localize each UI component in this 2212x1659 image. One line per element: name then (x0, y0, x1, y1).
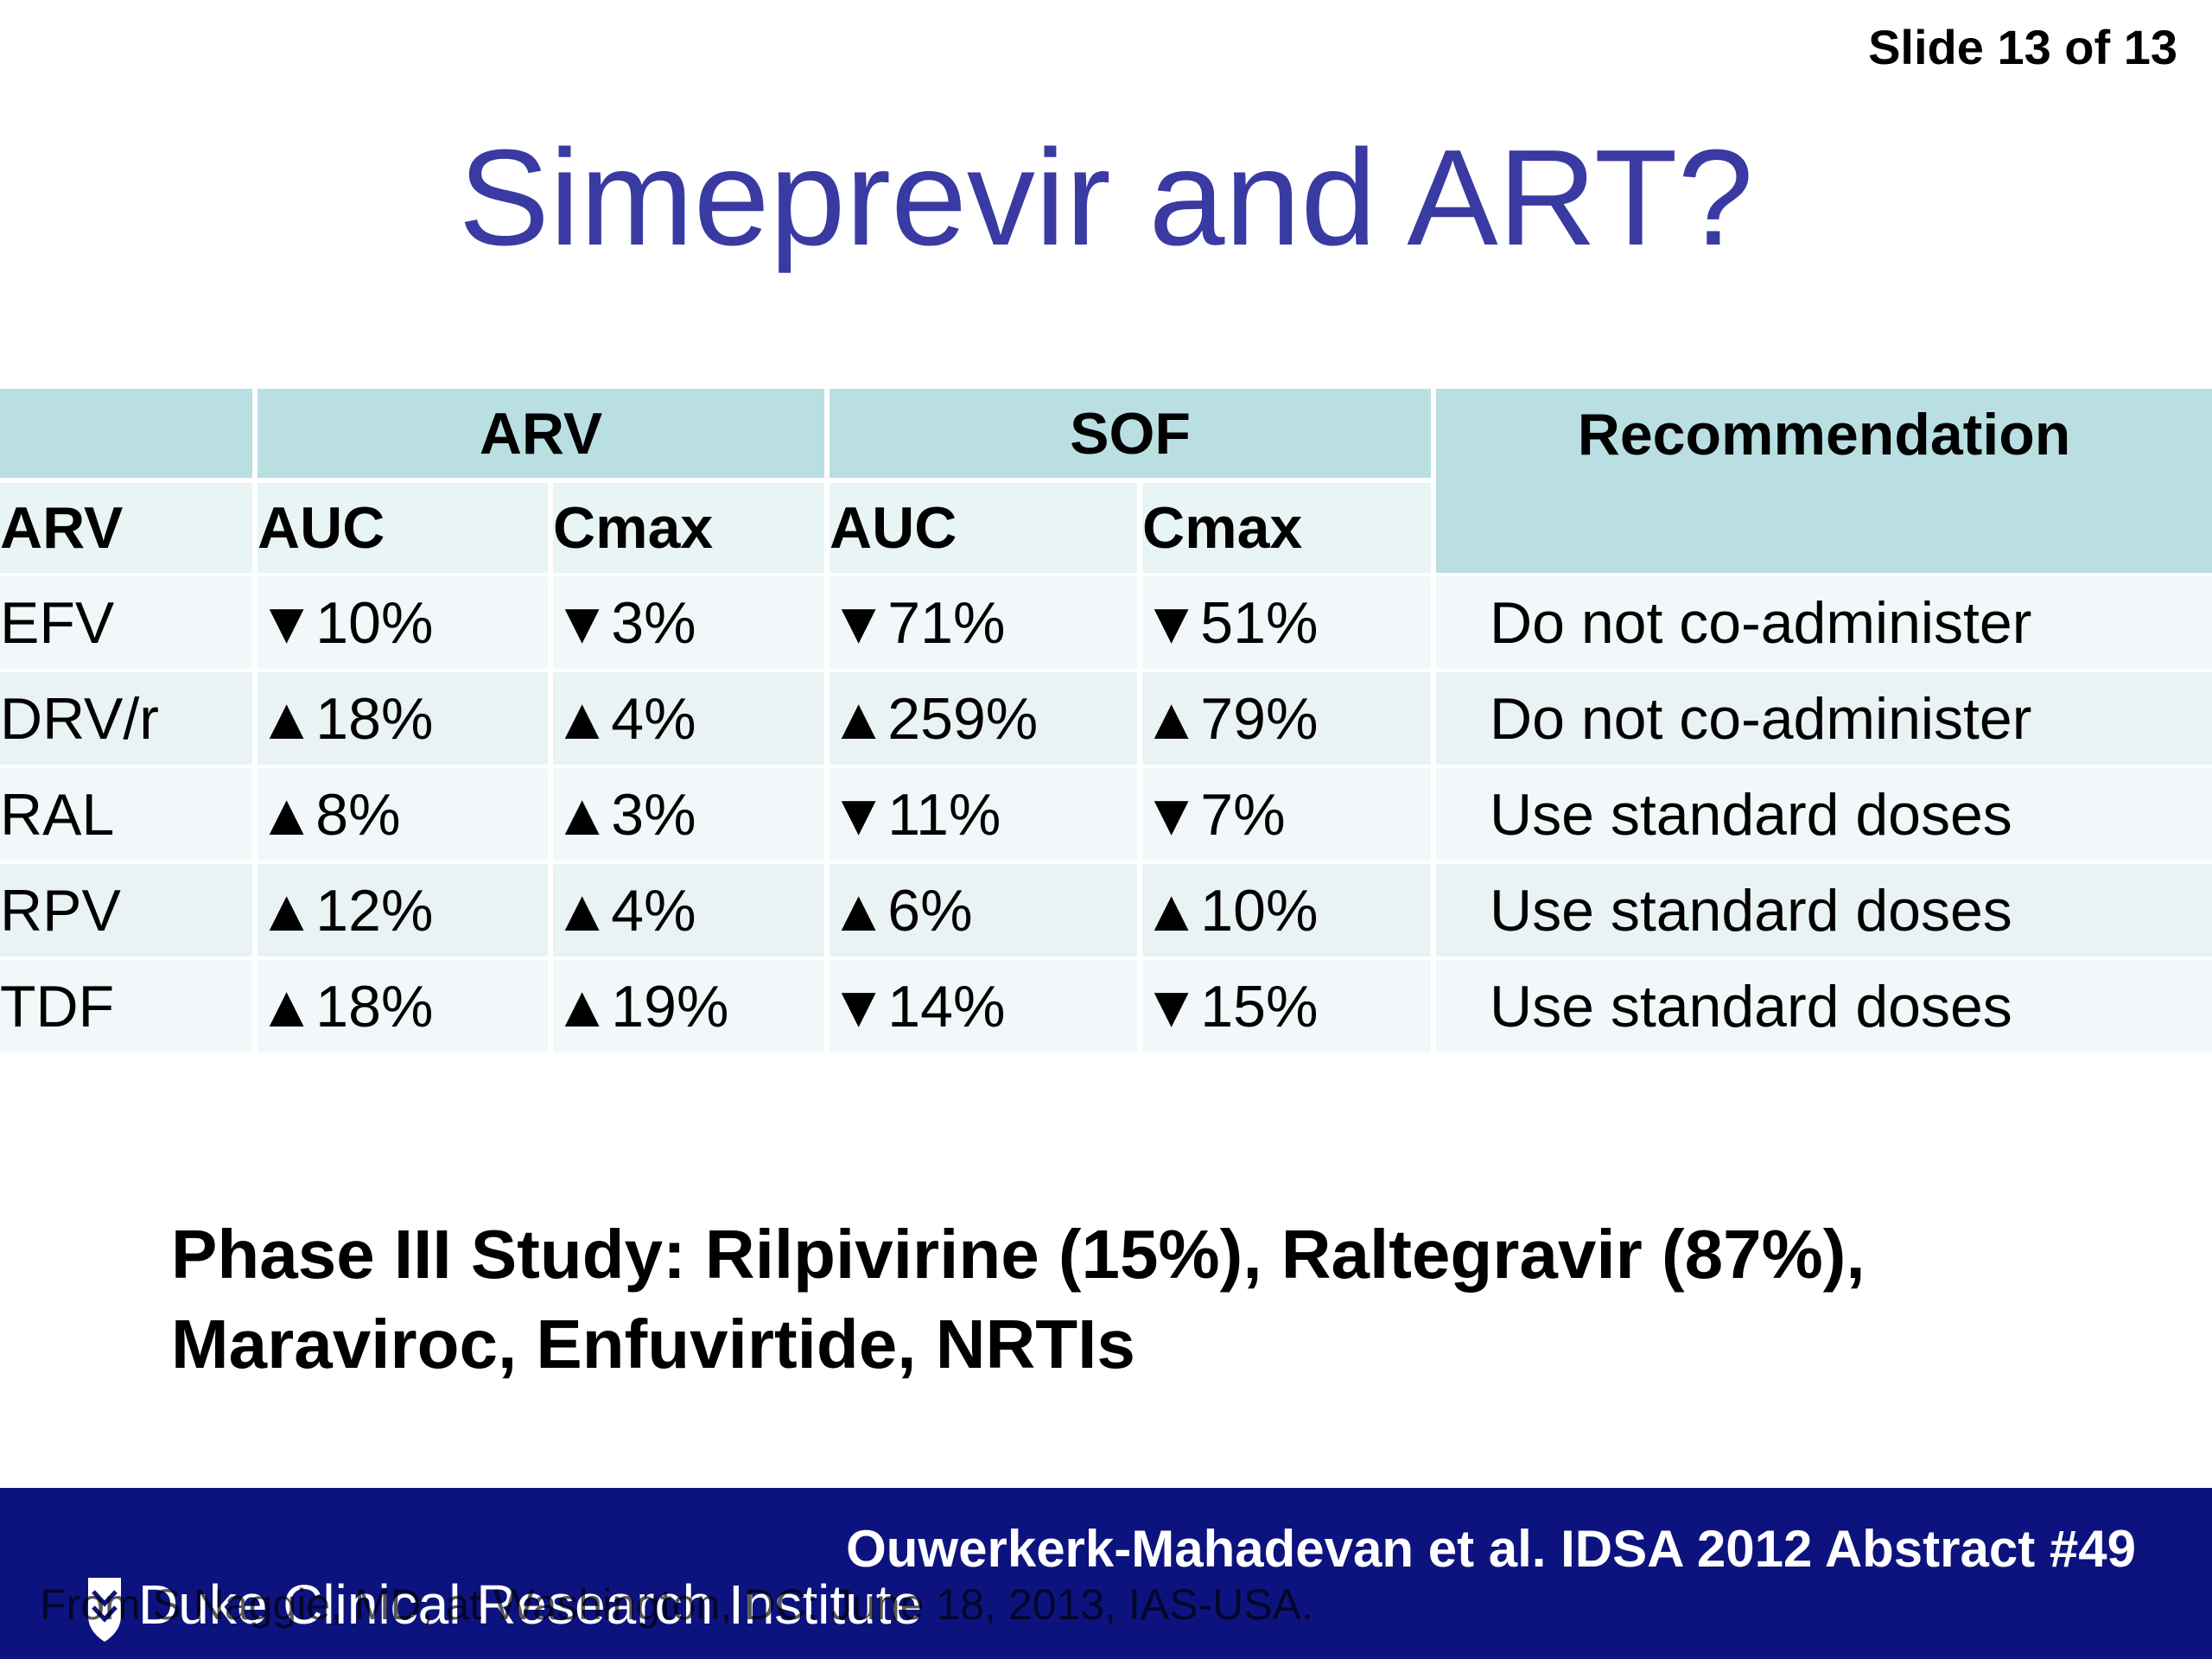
cell-arv-cmax: ▲4% (553, 861, 830, 957)
cell-recommendation: Do not co-administer (1436, 669, 2212, 765)
subheader-arv-auc: AUC (257, 478, 553, 573)
cell-sof-cmax: ▼51% (1142, 573, 1437, 669)
subheader-sof-auc: AUC (830, 478, 1142, 573)
cell-arv-cmax: ▲3% (553, 765, 830, 861)
cell-arv-auc: ▼10% (257, 573, 553, 669)
table-row: RPV ▲12% ▲4% ▲6% ▲10% Use standard doses (0, 861, 2212, 957)
duke-shield-icon (88, 1578, 121, 1642)
header-recommendation: Recommendation (1436, 389, 2212, 573)
footer-bar (0, 1488, 2212, 1659)
table-group-header-row: ARV SOF Recommendation (0, 389, 2212, 573)
cell-recommendation: Use standard doses (1436, 765, 2212, 861)
cell-arv: EFV (0, 573, 257, 669)
slide-title: Simeprevir and ART? (458, 122, 1754, 274)
cell-arv-auc: ▲18% (257, 957, 553, 1052)
cell-arv-cmax: ▲19% (553, 957, 830, 1052)
cell-sof-cmax: ▼15% (1142, 957, 1437, 1052)
header-sof-group: SOF (830, 389, 1437, 478)
citation: Ouwerkerk-Mahadevan et al. IDSA 2012 Abs… (846, 1520, 2136, 1578)
cell-sof-auc: ▼11% (830, 765, 1142, 861)
cell-sof-cmax: ▲10% (1142, 861, 1437, 957)
cell-recommendation: Do not co-administer (1436, 573, 2212, 669)
institute-logo-text: Duke Clinical Research Institute (138, 1573, 923, 1636)
cell-sof-cmax: ▼7% (1142, 765, 1437, 861)
subheader-arv: ARV (0, 478, 257, 573)
slide-number: Slide 13 of 13 (1868, 20, 2177, 74)
cell-sof-auc: ▼14% (830, 957, 1142, 1052)
subheader-arv-cmax: Cmax (553, 478, 830, 573)
cell-arv-auc: ▲8% (257, 765, 553, 861)
cell-sof-auc: ▼71% (830, 573, 1142, 669)
table-row: DRV/r ▲18% ▲4% ▲259% ▲79% Do not co-administe… (0, 669, 2212, 765)
header-arv-group: ARV (257, 389, 830, 478)
cell-arv: DRV/r (0, 669, 257, 765)
cell-arv-auc: ▲12% (257, 861, 553, 957)
table-row: EFV ▼10% ▼3% ▼71% ▼51% Do not co-administer (0, 573, 2212, 669)
source-note: From S Naggie, MD, at Washington, DC: Ju… (40, 1580, 1313, 1629)
phase-study-note: Phase III Study: Rilpivirine (15%), Ralt… (171, 1210, 1866, 1389)
cell-arv: RPV (0, 861, 257, 957)
cell-arv-cmax: ▲4% (553, 669, 830, 765)
table-row: RAL ▲8% ▲3% ▼11% ▼7% Use standard doses (0, 765, 2212, 861)
table-sub-header-row: ARV AUC Cmax AUC Cmax (0, 478, 2212, 573)
cell-recommendation: Use standard doses (1436, 957, 2212, 1052)
cell-arv: TDF (0, 957, 257, 1052)
cell-sof-cmax: ▲79% (1142, 669, 1437, 765)
cell-sof-auc: ▲259% (830, 669, 1142, 765)
interaction-table: ARV SOF Recommendation ARV AUC Cmax AUC … (0, 389, 2212, 1052)
subheader-sof-cmax: Cmax (1142, 478, 1437, 573)
table-row: TDF ▲18% ▲19% ▼14% ▼15% Use standard doses (0, 957, 2212, 1052)
cell-arv-cmax: ▼3% (553, 573, 830, 669)
cell-arv-auc: ▲18% (257, 669, 553, 765)
cell-sof-auc: ▲6% (830, 861, 1142, 957)
note-line-1: Phase III Study: Rilpivirine (15%), Ralt… (171, 1216, 1866, 1293)
cell-recommendation: Use standard doses (1436, 861, 2212, 957)
cell-arv: RAL (0, 765, 257, 861)
note-line-2: Maraviroc, Enfuvirtide, NRTIs (171, 1306, 1135, 1382)
table-body: EFV ▼10% ▼3% ▼71% ▼51% Do not co-administer DR… (0, 573, 2212, 1052)
header-blank (0, 389, 257, 478)
